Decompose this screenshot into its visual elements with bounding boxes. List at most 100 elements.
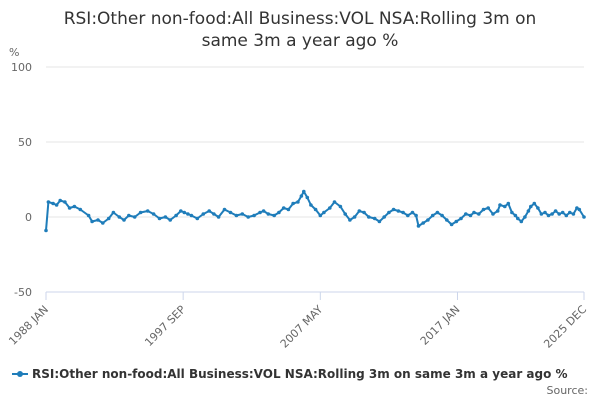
series-point-0-30 xyxy=(195,216,200,221)
series-point-0-16 xyxy=(122,218,126,222)
series-point-0-86 xyxy=(464,212,468,216)
series-point-0-82 xyxy=(445,218,449,222)
series-point-0-11 xyxy=(96,218,100,222)
x-tick-label-1: 1997 SEP xyxy=(142,303,188,349)
series-point-0-20 xyxy=(145,209,150,213)
series-point-0-60 xyxy=(343,212,348,216)
series-point-0-28 xyxy=(186,212,190,216)
series-point-0-25 xyxy=(174,213,178,218)
series-point-0-48 xyxy=(291,201,295,206)
series-point-0-54 xyxy=(313,207,318,212)
series-point-0-4 xyxy=(58,198,62,203)
series-point-0-107 xyxy=(543,210,547,215)
series-point-0-46 xyxy=(281,206,286,210)
series-point-0-103 xyxy=(529,204,533,209)
series-point-0-47 xyxy=(286,207,291,212)
series-point-0-64 xyxy=(362,210,366,215)
series-point-0-21 xyxy=(151,212,156,216)
y-tick-label-3: 100 xyxy=(11,61,32,74)
series-point-0-96 xyxy=(506,201,511,206)
chart-title-line-2: same 3m a year ago % xyxy=(201,31,399,51)
series-point-0-29 xyxy=(189,213,194,218)
series-point-0-37 xyxy=(234,213,239,218)
series-point-0-39 xyxy=(246,215,250,219)
series-point-0-84 xyxy=(454,219,459,224)
series-point-0-53 xyxy=(309,203,313,207)
series-point-0-52 xyxy=(305,195,310,200)
series-point-0-19 xyxy=(138,210,143,215)
series-point-0-118 xyxy=(582,215,586,219)
series-point-0-110 xyxy=(553,209,558,213)
series-point-0-99 xyxy=(516,216,520,221)
series-point-0-23 xyxy=(163,215,168,219)
series-point-0-101 xyxy=(523,215,527,219)
x-tick-label-0: 1988 JAN xyxy=(6,303,51,348)
x-tick-label-4: 2025 DEC xyxy=(541,303,589,351)
series-point-0-111 xyxy=(557,212,561,216)
legend-series-label: RSI:Other non-food:All Business:VOL NSA:… xyxy=(32,367,568,381)
y-axis-label: % xyxy=(9,46,19,59)
series-point-0-83 xyxy=(449,222,454,227)
source-label: Source: xyxy=(546,384,589,397)
series-point-0-56 xyxy=(322,210,326,215)
series-point-0-13 xyxy=(106,216,111,221)
series-point-0-9 xyxy=(86,213,91,218)
series-point-0-3 xyxy=(54,203,59,207)
series-point-0-97 xyxy=(510,210,514,215)
series-point-0-112 xyxy=(560,210,565,215)
series-point-0-45 xyxy=(277,210,281,215)
series-point-0-106 xyxy=(539,212,544,216)
y-tick-label-2: 50 xyxy=(18,136,32,149)
series-point-0-117 xyxy=(577,207,582,212)
series-point-0-71 xyxy=(396,209,401,213)
series-point-0-68 xyxy=(382,215,387,219)
series-point-0-12 xyxy=(101,221,105,225)
series-point-0-114 xyxy=(568,210,572,215)
series-point-0-91 xyxy=(486,206,491,210)
series-point-0-18 xyxy=(132,215,137,219)
y-tick-label-1: 0 xyxy=(25,211,32,224)
series-point-0-36 xyxy=(228,210,233,215)
series-point-0-40 xyxy=(252,213,256,218)
series-point-0-26 xyxy=(179,209,183,213)
series-point-0-104 xyxy=(532,201,537,206)
series-point-0-2 xyxy=(51,201,55,206)
x-tick-label-2: 2007 MAY xyxy=(278,303,326,351)
series-point-0-93 xyxy=(495,209,500,213)
series-point-0-85 xyxy=(459,216,463,221)
chart-legend[interactable]: RSI:Other non-food:All Business:VOL NSA:… xyxy=(12,367,568,381)
series-point-0-70 xyxy=(391,207,396,212)
series-point-0-10 xyxy=(90,219,94,224)
series-point-0-100 xyxy=(519,219,524,224)
series-point-0-34 xyxy=(216,215,221,219)
series-point-0-115 xyxy=(571,212,576,216)
series-point-0-49 xyxy=(296,200,300,204)
series-point-0-80 xyxy=(435,210,440,215)
series-point-0-42 xyxy=(261,209,266,213)
series-point-0-113 xyxy=(564,213,569,218)
series-point-0-63 xyxy=(357,209,362,213)
series-point-0-89 xyxy=(477,212,481,216)
series-point-0-87 xyxy=(468,213,473,218)
series-point-0-61 xyxy=(348,218,352,222)
series-point-0-105 xyxy=(536,206,540,210)
series-point-0-94 xyxy=(498,203,502,207)
series-point-0-57 xyxy=(328,206,332,210)
series-point-0-81 xyxy=(440,213,444,218)
series-point-0-44 xyxy=(272,213,277,218)
series-point-0-14 xyxy=(111,210,116,215)
y-tick-label-0: -50 xyxy=(14,286,32,299)
series-point-0-22 xyxy=(157,216,162,221)
series-point-0-78 xyxy=(426,218,430,222)
series-point-0-7 xyxy=(72,204,77,209)
series-point-0-73 xyxy=(406,213,410,218)
series-point-0-109 xyxy=(550,212,554,216)
series-point-0-6 xyxy=(67,206,72,210)
series-point-0-76 xyxy=(416,224,421,228)
chart-title-line-1: RSI:Other non-food:All Business:VOL NSA:… xyxy=(63,9,537,29)
series-point-0-32 xyxy=(207,209,211,213)
series-point-0-59 xyxy=(338,204,343,209)
series-point-0-65 xyxy=(367,215,371,219)
series-point-0-35 xyxy=(222,207,227,212)
